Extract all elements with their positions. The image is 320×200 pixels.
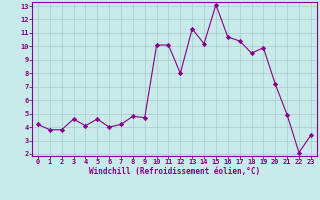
X-axis label: Windchill (Refroidissement éolien,°C): Windchill (Refroidissement éolien,°C) [89, 167, 260, 176]
